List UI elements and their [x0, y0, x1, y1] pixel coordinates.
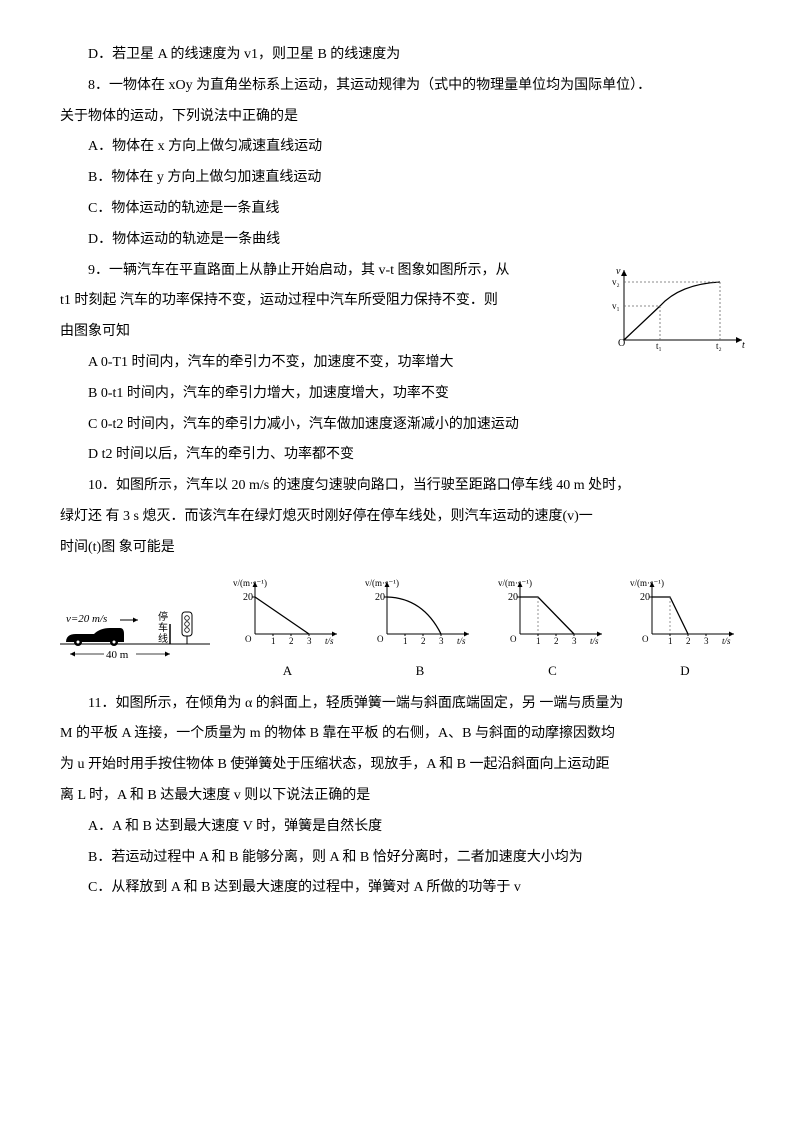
svg-text:O: O: [642, 634, 649, 644]
q7-option-d: D．若卫星 A 的线速度为 v1，则卫星 B 的线速度为: [60, 40, 740, 71]
chart-a-label: A: [233, 662, 343, 680]
svg-text:t/s: t/s: [590, 636, 599, 646]
x-axis-label: t: [742, 340, 745, 351]
svg-text:3: 3: [307, 636, 312, 646]
stop-line-label: 停: [158, 610, 168, 623]
t1-label: t₁: [656, 341, 662, 351]
q8-option-b: B．物体在 y 方向上做匀加速直线运动: [60, 163, 740, 194]
q9-vt-chart: O t v v₁ v₂ t₁ t₂: [610, 264, 750, 352]
svg-text:t/s: t/s: [722, 636, 731, 646]
chart-c-label: C: [498, 662, 608, 680]
q8-stem-2: 关于物体的运动，下列说法中正确的是: [60, 102, 740, 133]
q9-option-d: D t2 时间以后，汽车的牵引力、功率都不变: [60, 440, 740, 471]
svg-text:t/s: t/s: [457, 636, 466, 646]
q9-option-c: C 0-t2 时间内，汽车的牵引力减小，汽车做加速度逐渐减小的加速运动: [60, 410, 740, 441]
svg-text:2: 2: [686, 636, 691, 646]
q11-option-c: C．从释放到 A 和 B 达到最大速度的过程中，弹簧对 A 所做的功等于 v: [60, 873, 740, 904]
q11-option-a: A．A 和 B 达到最大速度 V 时，弹簧是自然长度: [60, 812, 740, 843]
x-label-a: t/s: [325, 636, 334, 646]
svg-text:2: 2: [554, 636, 559, 646]
q10-chart-b: v/(m·s⁻¹) t/s O 20 1 2 3 B: [365, 574, 475, 681]
svg-text:20: 20: [508, 592, 518, 603]
svg-text:3: 3: [704, 636, 709, 646]
q8-option-a: A．物体在 x 方向上做匀减速直线运动: [60, 132, 740, 163]
t2-label: t₂: [716, 341, 722, 351]
y-label-c: v/(m·s⁻¹): [498, 578, 532, 588]
q11-stem-2: M 的平板 A 连接，一个质量为 m 的物体 B 靠在平板 的右侧，A、B 与斜…: [60, 719, 740, 750]
q9-block: O t v v₁ v₂ t₁ t₂ 9．一辆汽车在平直路面上从静止开始启动，其 …: [60, 256, 740, 348]
svg-text:1: 1: [271, 636, 276, 646]
q10-chart-c: v/(m·s⁻¹) t/s O 20 1 2 3 C: [498, 574, 608, 681]
q11-stem-1: 11．如图所示，在倾角为 α 的斜面上，轻质弹簧一端与斜面底端固定，另 一端与质…: [60, 689, 740, 720]
v1-label: v₁: [612, 301, 620, 311]
q8-option-d: D．物体运动的轨迹是一条曲线: [60, 225, 740, 256]
q10-stem-3: 时间(t)图 象可能是: [60, 533, 740, 564]
q9-option-b: B 0-t1 时间内，汽车的牵引力增大，加速度增大，功率不变: [60, 379, 740, 410]
svg-text:20: 20: [243, 592, 253, 603]
svg-text:O: O: [510, 634, 517, 644]
svg-text:O: O: [245, 634, 252, 644]
q11-stem-4: 离 L 时，A 和 B 达最大速度 v 则以下说法正确的是: [60, 781, 740, 812]
q9-option-a: A 0-T1 时间内，汽车的牵引力不变，加速度不变，功率增大: [60, 348, 740, 379]
svg-text:3: 3: [572, 636, 577, 646]
distance-label: 40 m: [106, 649, 129, 661]
svg-text:O: O: [377, 634, 384, 644]
q8-stem-1: 8．一物体在 xOy 为直角坐标系上运动，其运动规律为（式中的物理量单位均为国际…: [60, 71, 740, 102]
q11-stem-3: 为 u 开始时用手按住物体 B 使弹簧处于压缩状态，现放手，A 和 B 一起沿斜…: [60, 750, 740, 781]
svg-text:2: 2: [421, 636, 426, 646]
chart-b-label: B: [365, 662, 475, 680]
v-label: v=20 m/s: [66, 613, 107, 625]
q10-stem-2: 绿灯还 有 3 s 熄灭．而该汽车在绿灯熄灭时刚好停在停车线处，则汽车运动的速度…: [60, 502, 740, 533]
svg-text:车: 车: [158, 621, 168, 634]
q10-chart-a: v/(m·s⁻¹) t/s O 20 1 2 3 A: [233, 574, 343, 681]
svg-text:20: 20: [375, 592, 385, 603]
v2-label: v₂: [612, 277, 620, 287]
svg-text:线: 线: [158, 632, 168, 645]
q10-chart-d: v/(m·s⁻¹) t/s O 20 1 2 3 D: [630, 574, 740, 681]
y-label-d: v/(m·s⁻¹): [630, 578, 664, 588]
chart-d-label: D: [630, 662, 740, 680]
svg-text:3: 3: [439, 636, 444, 646]
svg-text:1: 1: [536, 636, 541, 646]
q10-scene: v=20 m/s 停 车 线 40 m: [60, 594, 210, 681]
q8-option-c: C．物体运动的轨迹是一条直线: [60, 194, 740, 225]
y-label-b: v/(m·s⁻¹): [365, 578, 399, 588]
q10-figure-row: v=20 m/s 停 车 线 40 m v/(m·s⁻¹): [60, 574, 740, 681]
svg-text:1: 1: [403, 636, 408, 646]
svg-text:1: 1: [668, 636, 673, 646]
y-label-a: v/(m·s⁻¹): [233, 578, 267, 588]
y-axis-label: v: [616, 266, 621, 277]
svg-text:2: 2: [289, 636, 294, 646]
svg-text:20: 20: [640, 592, 650, 603]
q10-stem-1: 10．如图所示，汽车以 20 m/s 的速度匀速驶向路口，当行驶至距路口停车线 …: [60, 471, 740, 502]
q11-option-b: B．若运动过程中 A 和 B 能够分离，则 A 和 B 恰好分离时，二者加速度大…: [60, 843, 740, 874]
